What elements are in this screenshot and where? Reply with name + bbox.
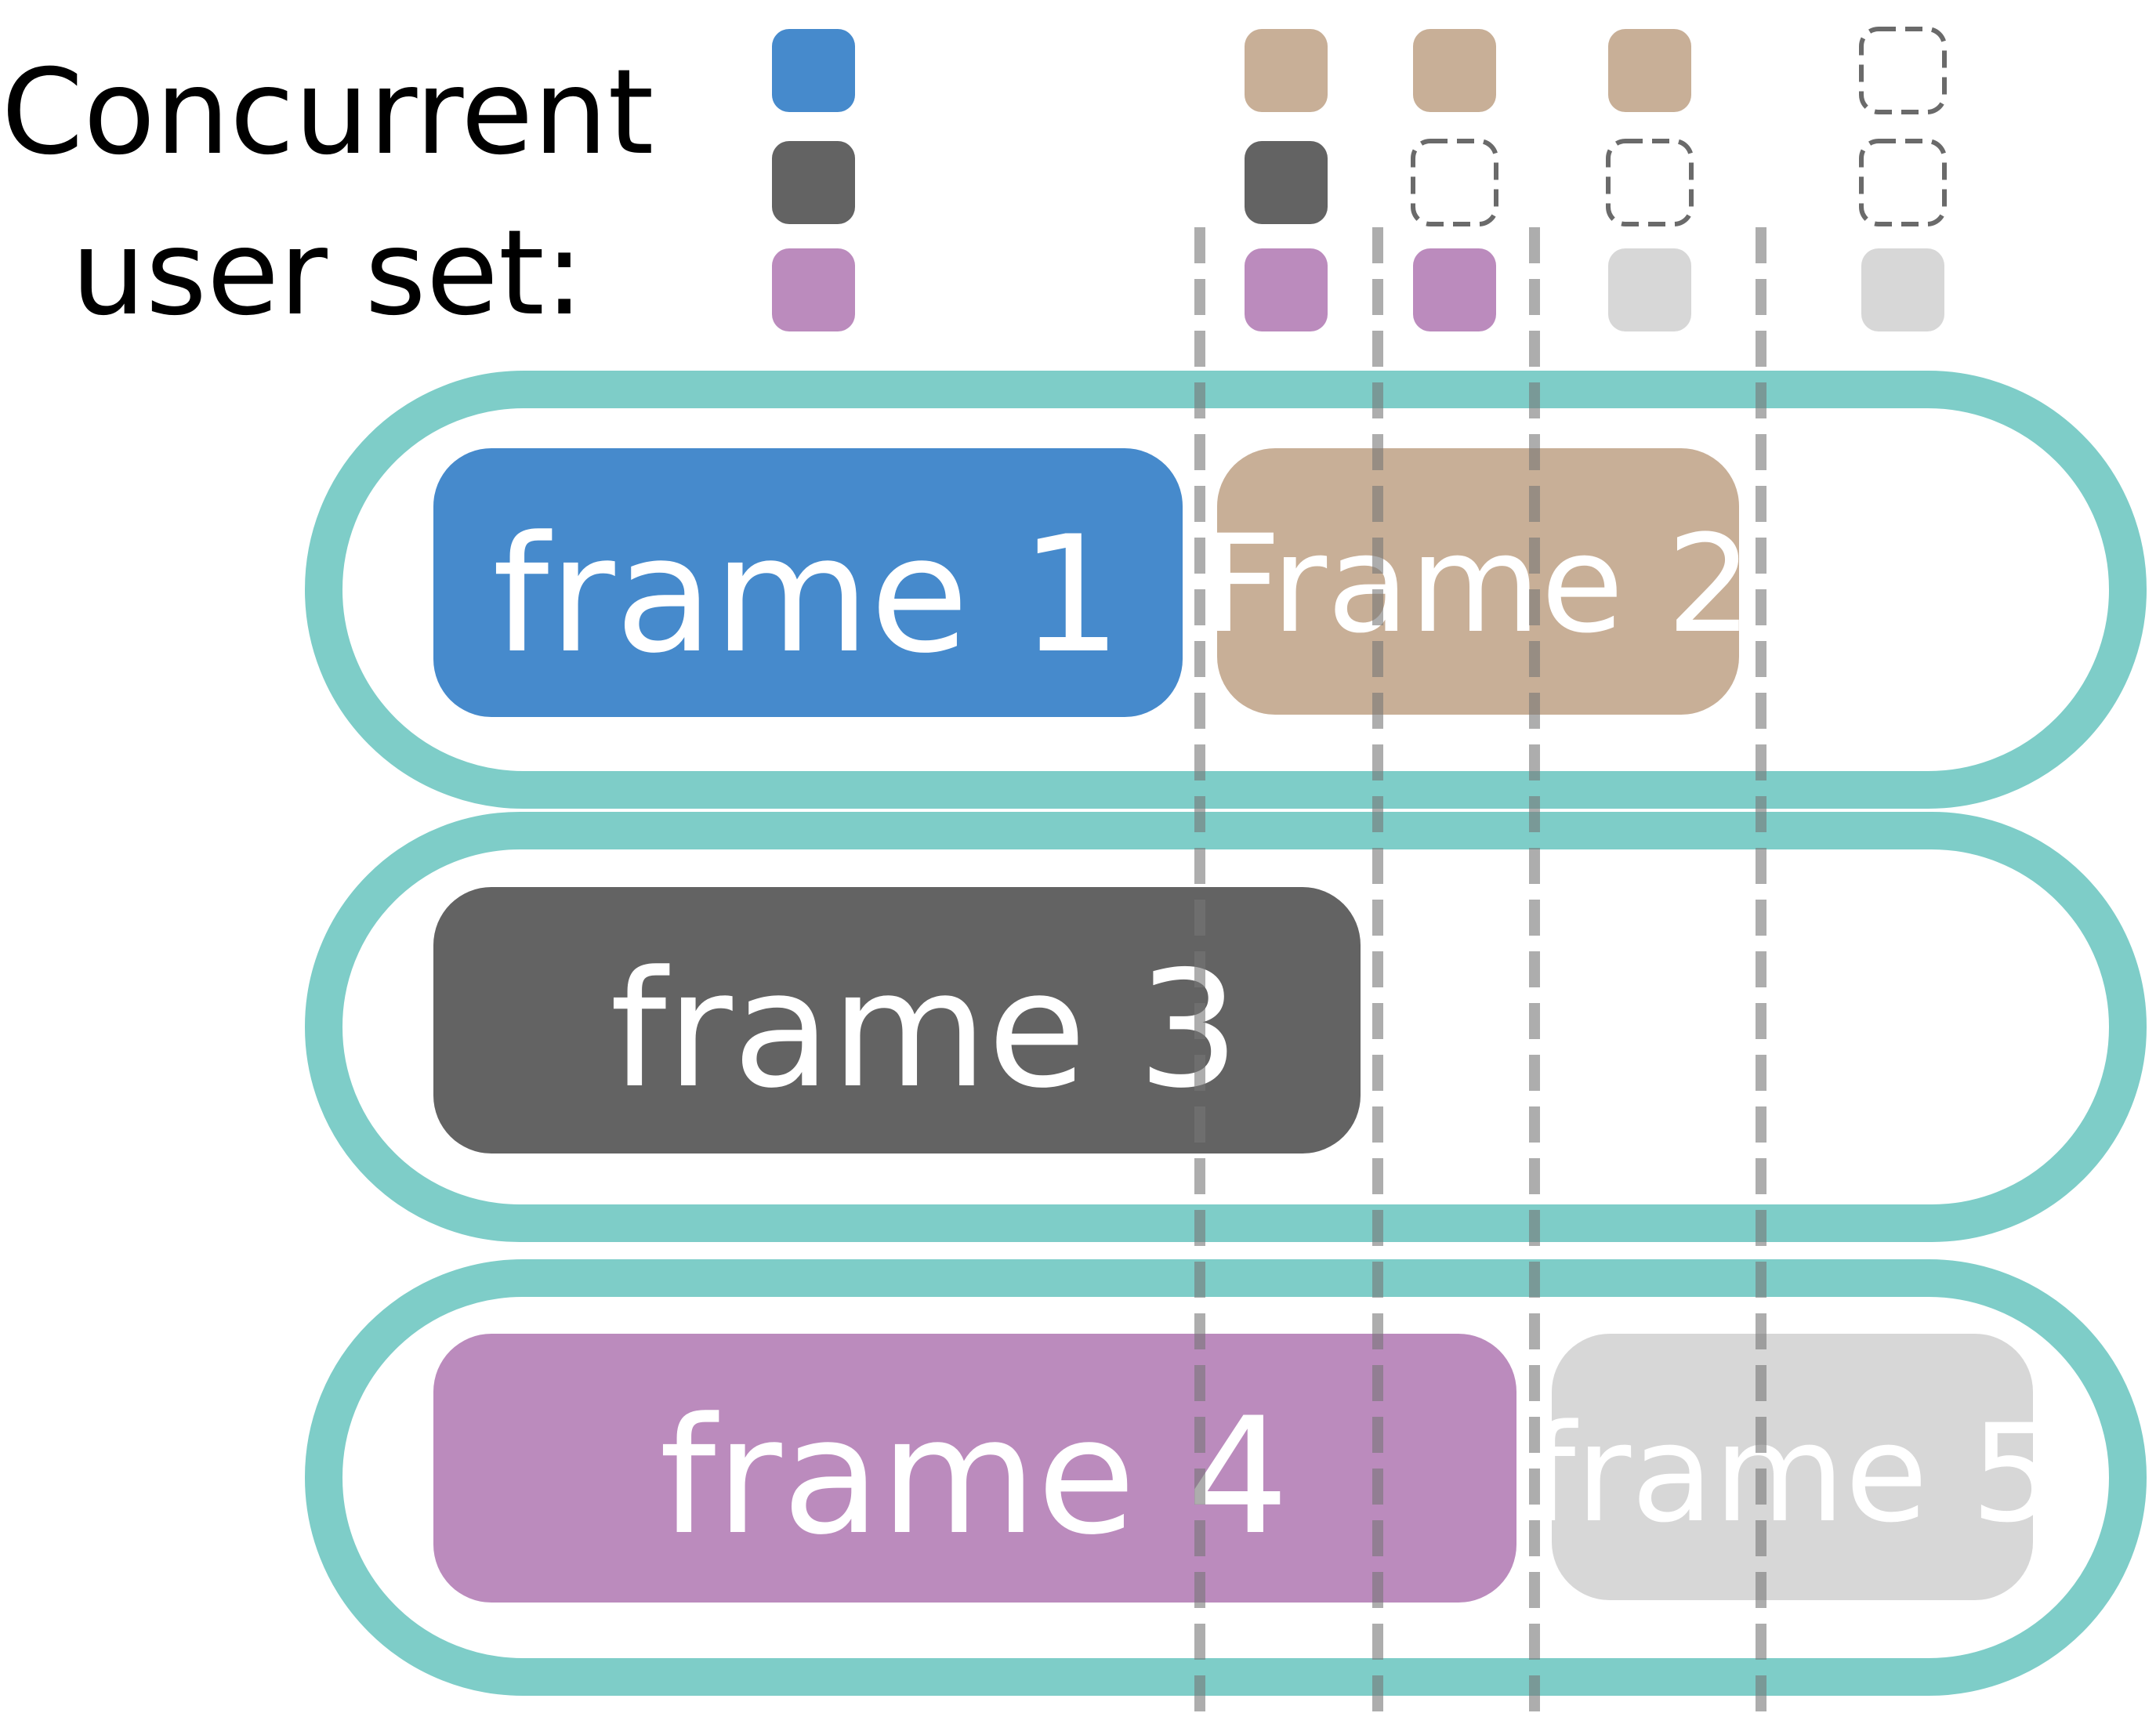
user-slot-light-gray (1608, 248, 1691, 331)
frame-3-box (433, 887, 1361, 1153)
lane-3 (305, 1259, 2147, 1696)
user-slot-blue (772, 29, 855, 112)
time-dividers (1194, 227, 1766, 1713)
frame-2-box (1217, 448, 1739, 715)
user-slot-dark-gray (1245, 141, 1328, 224)
user-slot-empty (1411, 139, 1498, 226)
user-slot-dark-gray (772, 141, 855, 224)
user-slot-light-gray (1861, 248, 1944, 331)
frame-1-box (433, 448, 1183, 717)
title-line-1: Concurrent (2, 45, 654, 181)
user-slot-empty (1859, 27, 1947, 114)
frame-5-label: frame 5 (1528, 1395, 2056, 1552)
user-slot-tan (1608, 29, 1691, 112)
user-slot-empty (1606, 139, 1694, 226)
frame-1-label: frame 1 (492, 502, 1121, 689)
lane-1 (305, 371, 2147, 809)
frame-4-label: frame 4 (659, 1384, 1288, 1570)
user-set-indicators (772, 27, 1947, 331)
user-slot-purple (1245, 248, 1328, 331)
user-slot-empty (1859, 139, 1947, 226)
user-slot-purple (1413, 248, 1496, 331)
user-slot-tan (1245, 29, 1328, 112)
user-slot-tan (1413, 29, 1496, 112)
frame-2-label: Frame 2 (1204, 505, 1752, 663)
frame-4-box (433, 1334, 1516, 1603)
frame-3-label: frame 3 (610, 937, 1239, 1124)
lane-2 (305, 812, 2147, 1242)
user-slot-purple (772, 248, 855, 331)
title-line-2: user set: (71, 205, 585, 342)
frame-5-box (1552, 1334, 2033, 1600)
